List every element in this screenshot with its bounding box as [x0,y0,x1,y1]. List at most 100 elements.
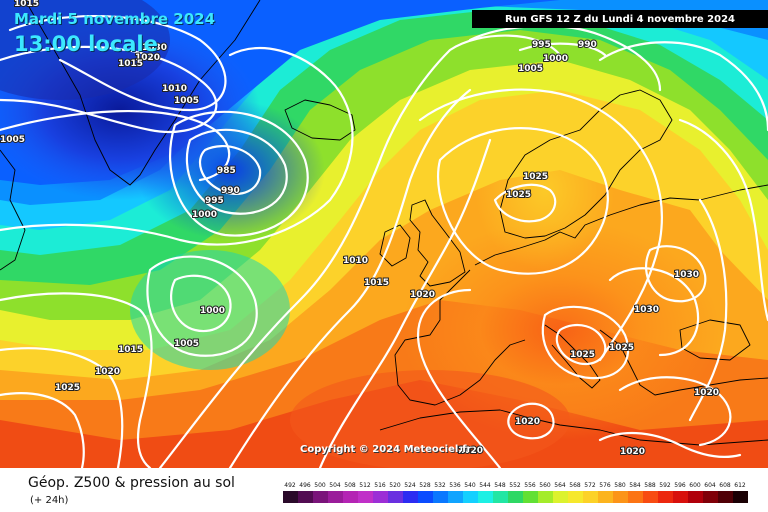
legend-swatch [598,491,613,503]
legend-tick-label: 532 [434,482,446,489]
map-footer: Géop. Z500 & pression au sol (+ 24h) [0,468,768,512]
legend-swatch [583,491,598,503]
legend-swatch [718,491,733,503]
legend-swatch [448,491,463,503]
pressure-label: 1020 [135,53,160,63]
legend-tick-label: 584 [629,482,641,489]
legend-tick-label: 612 [734,482,746,489]
pressure-label: 1030 [674,270,699,280]
legend-tick-label: 588 [644,482,656,489]
forecast-date: Mardi 5 novembre 2024 [14,10,216,28]
pressure-label: 1005 [174,96,199,106]
legend-swatch [568,491,583,503]
legend-swatch [508,491,523,503]
pressure-label: 1015 [364,278,389,288]
pressure-label: 1015 [118,345,143,355]
color-scale-legend: 492 496 500 504 508 512 516 520 524 528 532 536 540 5… [283,482,748,503]
copyright-notice: Copyright © 2024 Meteociel.fr [300,444,472,455]
pressure-label: 1010 [343,256,368,266]
pressure-label: 1005 [0,135,25,145]
map-title: Géop. Z500 & pression au sol [28,475,235,491]
pressure-label: 1025 [523,172,548,182]
legend-swatch [538,491,553,503]
legend-tick-label: 564 [554,482,566,489]
pressure-label: 1025 [55,383,80,393]
pressure-label: 1030 [634,305,659,315]
legend-swatch [688,491,703,503]
pressure-labels: 1015 1030 1020 1015 1010 1005 1005 995 9… [0,0,720,458]
legend-swatch [418,491,433,503]
legend-swatch [493,491,508,503]
legend-tick-label: 544 [479,482,491,489]
legend-swatch [328,491,343,503]
pressure-label: 995 [532,40,551,50]
legend-tick-label: 572 [584,482,596,489]
pressure-label: 1030 [142,43,167,53]
pressure-label: 990 [578,40,597,50]
legend-tick-label: 568 [569,482,581,489]
legend-tick-label: 580 [614,482,626,489]
legend-tick-label: 516 [374,482,386,489]
pressure-label: 1005 [174,339,199,349]
legend-tick-label: 504 [329,482,341,489]
pressure-label: 1020 [620,447,645,457]
legend-swatch [358,491,373,503]
legend-swatch [343,491,358,503]
legend-tick-label: 600 [689,482,701,489]
legend-tick-label: 552 [509,482,521,489]
pressure-label: 1000 [543,54,568,64]
legend-tick-label: 496 [299,482,311,489]
legend-swatch [463,491,478,503]
pressure-label: 1000 [200,306,225,316]
legend-tick-label: 528 [419,482,431,489]
pressure-label: 1015 [14,0,39,9]
legend-swatch [523,491,538,503]
legend-tick-label: 596 [674,482,686,489]
pressure-label: 990 [221,186,240,196]
legend-tick-label: 536 [449,482,461,489]
legend-swatch [553,491,568,503]
isobars [0,14,768,468]
legend-tick-label: 608 [719,482,731,489]
pressure-label: 985 [217,166,236,176]
legend-tick-label: 540 [464,482,476,489]
legend-swatch [658,491,673,503]
legend-swatch [643,491,658,503]
legend-swatch [703,491,718,503]
legend-swatch [733,491,748,503]
legend-tick-label: 592 [659,482,671,489]
legend-tick-label: 604 [704,482,716,489]
legend-swatch [433,491,448,503]
legend-tick-label: 520 [389,482,401,489]
legend-tick-label: 576 [599,482,611,489]
forecast-lead-time: (+ 24h) [30,495,69,506]
legend-swatch [373,491,388,503]
pressure-label: 1005 [518,64,543,74]
pressure-label: 1025 [506,190,531,200]
forecast-local-time: 13:00 locale [14,32,158,56]
legend-tick-label: 548 [494,482,506,489]
legend-tick-label: 512 [359,482,371,489]
legend-tick-label: 508 [344,482,356,489]
legend-tick-label: 492 [284,482,296,489]
legend-swatch [628,491,643,503]
model-run-banner: Run GFS 12 Z du Lundi 4 novembre 2024 [472,10,768,28]
legend-swatch [283,491,298,503]
legend-swatch [613,491,628,503]
pressure-label: 1025 [609,343,634,353]
model-run-label: Run GFS 12 Z du Lundi 4 novembre 2024 [504,13,736,25]
legend-swatch [403,491,418,503]
legend-swatch [313,491,328,503]
pressure-label: 1000 [192,210,217,220]
legend-tick-label: 500 [314,482,326,489]
legend-tick-label: 560 [539,482,551,489]
pressure-label: 1020 [458,446,483,456]
legend-tick-label: 556 [524,482,536,489]
legend-swatch [298,491,313,503]
pressure-label: 1020 [694,388,719,398]
legend-swatch [478,491,493,503]
pressure-label: 1020 [95,367,120,377]
legend-tick-label: 524 [404,482,416,489]
pressure-label: 1015 [118,59,143,69]
